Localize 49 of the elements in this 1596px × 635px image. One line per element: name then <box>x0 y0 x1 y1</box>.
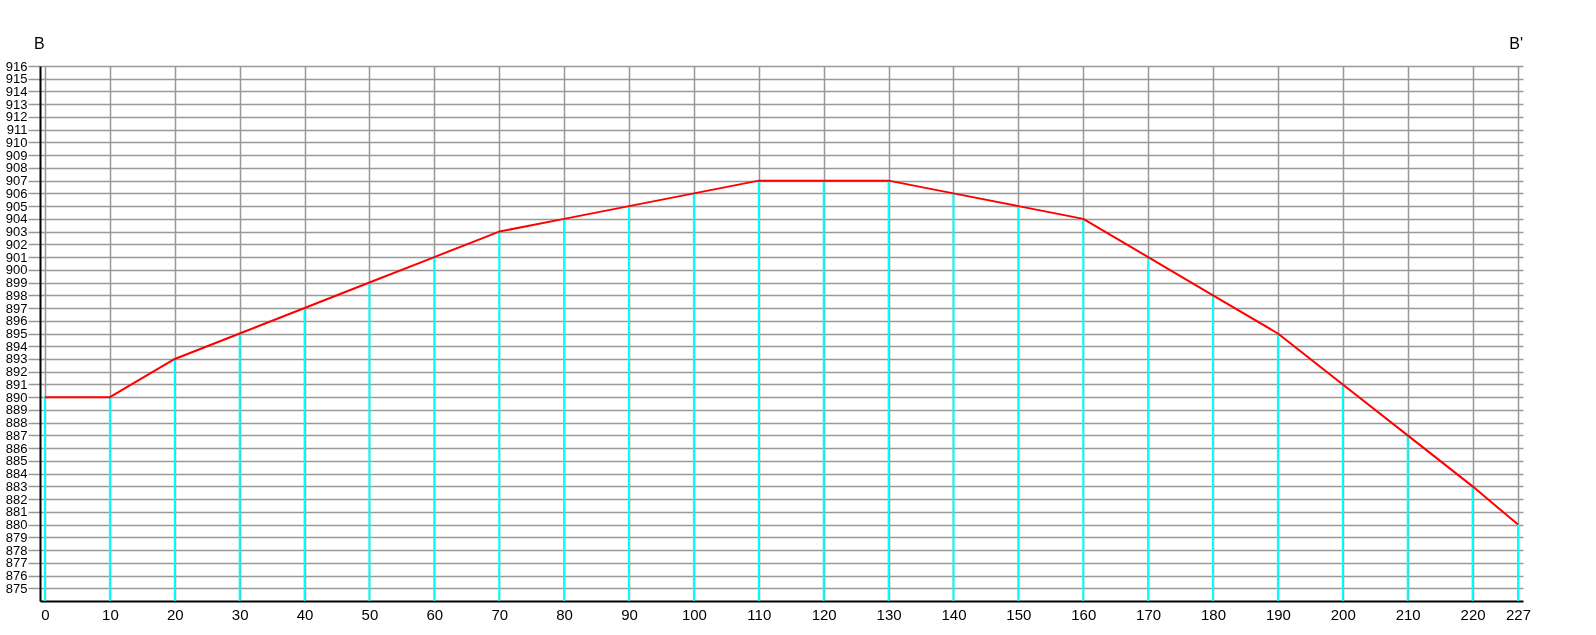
x-tick-label: 50 <box>361 605 379 623</box>
y-tick-label: 894 <box>5 338 28 354</box>
x-tick-label: 0 <box>41 605 50 623</box>
y-tick-label: 908 <box>5 160 28 176</box>
y-tick-label: 885 <box>5 453 28 469</box>
x-tick-label: 40 <box>296 605 314 623</box>
x-tick-label: 30 <box>231 605 249 623</box>
x-tick-label: 100 <box>681 605 707 623</box>
x-tick-label: 130 <box>876 605 902 623</box>
y-tick-label: 889 <box>5 402 28 418</box>
text: B <box>34 35 45 52</box>
x-tick-label: 210 <box>1395 605 1421 623</box>
x-tick-label: 20 <box>166 605 184 623</box>
text: B' <box>1509 35 1523 52</box>
x-tick-label: 10 <box>102 605 119 623</box>
y-tick-label: 877 <box>5 555 28 571</box>
y-tick-label: 900 <box>5 262 28 278</box>
y-tick-label: 882 <box>5 491 28 507</box>
y-tick-label: 897 <box>5 300 28 316</box>
y-tick-label: 896 <box>5 313 28 329</box>
x-tick-label: 60 <box>426 605 444 623</box>
x-tick-label: 150 <box>1006 605 1032 623</box>
x-tick-label: 110 <box>747 605 772 623</box>
y-tick-label: 878 <box>5 542 28 558</box>
x-tick-label: 70 <box>491 605 509 623</box>
x-tick-label: 200 <box>1330 605 1356 623</box>
y-tick-label: 893 <box>5 351 28 367</box>
y-tick-label: 881 <box>5 504 28 520</box>
x-tick-label: 120 <box>811 605 837 623</box>
line-series <box>44 179 1519 526</box>
x-tick-label: 140 <box>941 605 967 623</box>
x-tick-label: 220 <box>1460 605 1486 623</box>
y-tick-label: 909 <box>5 147 28 163</box>
x-tick-label: 80 <box>556 605 573 623</box>
x-tick-label: 180 <box>1201 605 1227 623</box>
y-tick-label: 886 <box>5 440 28 456</box>
y-tick-label: 912 <box>5 109 28 125</box>
y-tick-label: 913 <box>5 96 28 112</box>
y-tick-label: 916 <box>5 58 28 74</box>
x-tick-label: 190 <box>1265 605 1291 623</box>
x-tick-label: 170 <box>1136 605 1162 623</box>
y-tick-label: 895 <box>5 326 28 341</box>
y-tick-label: 890 <box>5 389 28 405</box>
x-tick-label: 160 <box>1071 605 1097 623</box>
y-tick-label: 904 <box>5 211 28 227</box>
x-tick-label: 227 <box>1505 605 1532 623</box>
y-tick-label: 905 <box>5 198 28 214</box>
y-tick-label: 901 <box>5 249 28 265</box>
x-tick-label: 90 <box>621 605 638 623</box>
